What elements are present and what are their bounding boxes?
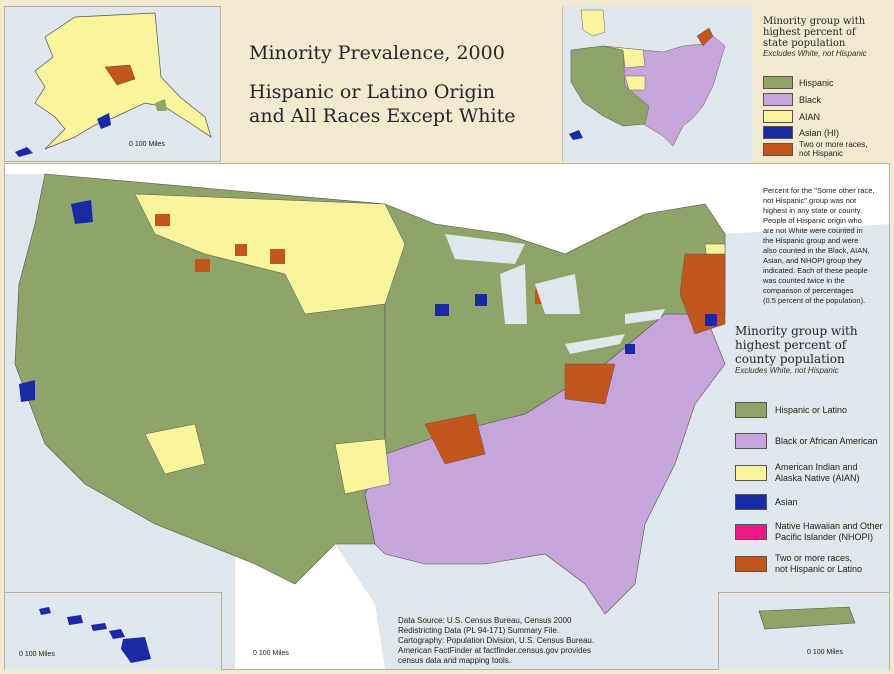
alaska-scale-zero: 0 (129, 141, 133, 148)
county-legend-title-line1: Minority group with (735, 324, 858, 338)
county-label-aian-line2: Alaska Native (AIAN) (775, 473, 860, 483)
map-subtitle-line2: and All Races Except White (249, 105, 516, 127)
source-line-1: Data Source: U.S. Census Bureau, Census … (398, 616, 572, 625)
source-line-3: Cartography: Population Division, U.S. C… (398, 636, 595, 645)
state-legend: Minority group with highest percent of s… (763, 16, 887, 58)
county-label-aian: American Indian and Alaska Native (AIAN) (775, 462, 860, 484)
main-county-map: Percent for the "Some other race, not Hi… (4, 163, 890, 670)
hawaii-islands-shape (39, 607, 151, 663)
state-legend-item-hispanic: Hispanic (763, 76, 834, 89)
county-map-graphic (5, 164, 889, 669)
note-line-2: not Hispanic" group was not (763, 196, 857, 205)
source-line-2: Redistricting Data (PL 94-171) Summary F… (398, 626, 560, 635)
puerto-rico-scale-label: 100 Miles (812, 649, 843, 656)
county-legend-item-hispanic: Hispanic or Latino (735, 402, 847, 418)
state-label-aian: AIAN (799, 111, 821, 122)
county-legend-subtitle: Excludes White, not Hispanic (735, 366, 839, 375)
state-legend-item-asian: Asian (HI) (763, 126, 839, 139)
state-legend-subtitle: Excludes White, not Hispanic (763, 49, 867, 58)
census-note: Percent for the "Some other race, not Hi… (763, 186, 887, 306)
hawaii-inset-map: 0 100 Miles (5, 592, 222, 670)
source-line-4: American FactFinder at factfinder.census… (398, 646, 591, 655)
county-swatch-nhopi (735, 524, 767, 540)
county-legend-item-nhopi: Native Hawaiian and Other Pacific Island… (735, 521, 883, 543)
state-legend-item-black: Black (763, 93, 821, 106)
county-legend-title-line2: highest percent of (735, 338, 847, 352)
map-subtitle: Hispanic or Latino Origin and All Races … (249, 80, 549, 128)
state-level-map (563, 6, 753, 162)
state-swatch-aian (763, 110, 793, 123)
county-label-nhopi-line1: Native Hawaiian and Other (775, 521, 883, 531)
source-line-5: census data and mapping tools. (398, 656, 511, 665)
puerto-rico-scale-bar: 0 100 Miles (807, 649, 843, 656)
state-swatch-black (763, 93, 793, 106)
hawaii-scale-label: 100 Miles (24, 651, 55, 658)
county-legend-item-black: Black or African American (735, 433, 878, 449)
state-legend-title: Minority group with highest percent of s… (763, 16, 887, 49)
alaska-scale-bar: 0 100 Miles (129, 141, 165, 148)
county-label-nhopi: Native Hawaiian and Other Pacific Island… (775, 521, 883, 543)
state-swatch-asian (763, 126, 793, 139)
note-line-11: comparison of percentages (763, 286, 854, 295)
note-line-12: (0.5 percent of the population). (763, 296, 866, 305)
county-label-hispanic: Hispanic or Latino (775, 405, 848, 415)
county-swatch-two-or-more (735, 556, 767, 572)
puerto-rico-shape (758, 606, 856, 630)
note-line-5: are not White were counted in (763, 226, 863, 235)
county-label-nhopi-line2: Pacific Islander (NHOPI) (775, 532, 874, 542)
county-legend-title-line3: county population (735, 352, 845, 366)
note-line-8: Asian, and NHOPI group they (763, 256, 862, 265)
county-label-two-or-more-line2: not Hispanic or Latino (775, 564, 863, 574)
map-title: Minority Prevalence, 2000 (249, 42, 505, 64)
data-source-text: Data Source: U.S. Census Bureau, Census … (398, 616, 628, 666)
county-legend-item-two-or-more: Two or more races, not Hispanic or Latin… (735, 553, 862, 575)
state-inset-panel: Minority group with highest percent of s… (562, 6, 890, 162)
main-scale-bar: 0 100 Miles (253, 650, 289, 657)
county-legend: Minority group with highest percent of c… (735, 324, 885, 375)
county-swatch-black (735, 433, 767, 449)
main-scale-zero: 0 (253, 650, 257, 657)
county-legend-title: Minority group with highest percent of c… (735, 324, 885, 366)
county-legend-item-aian: American Indian and Alaska Native (AIAN) (735, 462, 860, 484)
county-label-aian-line1: American Indian and (775, 462, 858, 472)
county-label-two-or-more-line1: Two or more races, (775, 553, 853, 563)
state-legend-title-line2: highest percent of (763, 27, 856, 38)
state-label-two-or-more-line1: Two or more races, (799, 140, 868, 149)
hawaii-scale-bar: 0 100 Miles (19, 651, 55, 658)
note-line-10: was counted twice in the (763, 276, 845, 285)
state-label-two-or-more: Two or more races, not Hispanic (799, 140, 867, 158)
alaska-inset-map: 0 100 Miles (4, 6, 221, 162)
puerto-rico-inset-map: 0 100 Miles (718, 592, 889, 670)
state-legend-title-line3: state population (763, 38, 846, 49)
county-legend-item-asian: Asian (735, 494, 798, 510)
alaska-scale-label: 100 Miles (134, 141, 165, 148)
county-label-asian: Asian (775, 497, 798, 507)
hawaii-scale-zero: 0 (19, 651, 23, 658)
county-label-two-or-more: Two or more races, not Hispanic or Latin… (775, 553, 862, 575)
state-label-asian: Asian (HI) (799, 127, 840, 138)
state-legend-title-line1: Minority group with (763, 16, 866, 27)
main-scale-label: 100 Miles (258, 650, 289, 657)
note-line-4: People of Hispanic origin who (763, 216, 862, 225)
note-line-7: also counted in the Black, AIAN, (763, 246, 870, 255)
title-panel: Minority Prevalence, 2000 Hispanic or La… (221, 6, 561, 162)
alaska-map-shape (15, 12, 212, 157)
note-line-3: highest in any state or county. (763, 206, 863, 215)
puerto-rico-scale-zero: 0 (807, 649, 811, 656)
state-swatch-hispanic (763, 76, 793, 89)
note-line-1: Percent for the "Some other race, (763, 186, 875, 195)
state-label-hispanic: Hispanic (799, 77, 834, 88)
map-subtitle-line1: Hispanic or Latino Origin (249, 81, 496, 103)
county-swatch-hispanic (735, 402, 767, 418)
state-legend-item-aian: AIAN (763, 110, 820, 123)
state-label-black: Black (799, 94, 822, 105)
state-swatch-two-or-more (763, 142, 793, 156)
county-swatch-asian (735, 494, 767, 510)
state-legend-item-two-or-more: Two or more races, not Hispanic (763, 140, 867, 158)
county-swatch-aian (735, 465, 767, 481)
note-line-9: indicated. Each of these people (763, 266, 868, 275)
note-line-6: the Hispanic group and were (763, 236, 859, 245)
county-label-black: Black or African American (775, 436, 878, 446)
state-label-two-or-more-line2: not Hispanic (799, 149, 844, 158)
